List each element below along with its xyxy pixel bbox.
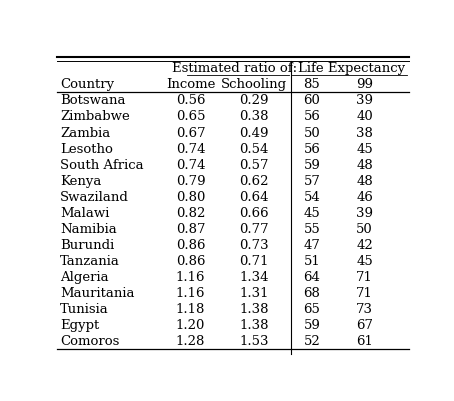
Text: Egypt: Egypt — [60, 318, 99, 332]
Text: 60: 60 — [303, 94, 320, 107]
Text: 1.53: 1.53 — [239, 334, 268, 348]
Text: Tunisia: Tunisia — [60, 302, 109, 316]
Text: 67: 67 — [356, 318, 373, 332]
Text: Kenya: Kenya — [60, 174, 102, 187]
Text: 40: 40 — [356, 110, 373, 123]
Text: 0.62: 0.62 — [239, 174, 268, 187]
Text: 71: 71 — [356, 286, 373, 300]
Text: 0.64: 0.64 — [239, 190, 268, 203]
Text: 99: 99 — [356, 78, 373, 91]
Text: 1.20: 1.20 — [176, 318, 205, 332]
Text: Namibia: Namibia — [60, 222, 117, 235]
Text: 52: 52 — [303, 334, 320, 348]
Text: Swaziland: Swaziland — [60, 190, 129, 203]
Text: Income: Income — [166, 78, 215, 91]
Text: Country: Country — [60, 78, 114, 91]
Text: 56: 56 — [303, 142, 320, 155]
Text: 45: 45 — [356, 254, 373, 267]
Text: 68: 68 — [303, 286, 320, 300]
Text: 0.87: 0.87 — [176, 222, 205, 235]
Text: 0.38: 0.38 — [239, 110, 268, 123]
Text: Zimbabwe: Zimbabwe — [60, 110, 130, 123]
Text: Mauritania: Mauritania — [60, 286, 135, 300]
Text: Life Expectancy: Life Expectancy — [298, 62, 405, 75]
Text: 45: 45 — [303, 207, 320, 219]
Text: 42: 42 — [356, 238, 373, 251]
Text: 56: 56 — [303, 110, 320, 123]
Text: 0.57: 0.57 — [239, 158, 268, 171]
Text: 0.54: 0.54 — [239, 142, 268, 155]
Text: 61: 61 — [356, 334, 373, 348]
Text: 0.56: 0.56 — [176, 94, 205, 107]
Text: 0.77: 0.77 — [239, 222, 269, 235]
Text: 1.16: 1.16 — [176, 286, 205, 300]
Text: Comoros: Comoros — [60, 334, 120, 348]
Text: 38: 38 — [356, 126, 373, 139]
Text: Lesotho: Lesotho — [60, 142, 113, 155]
Text: Zambia: Zambia — [60, 126, 110, 139]
Text: 64: 64 — [303, 270, 320, 284]
Text: 0.74: 0.74 — [176, 142, 205, 155]
Text: 1.16: 1.16 — [176, 270, 205, 284]
Text: Malawi: Malawi — [60, 207, 110, 219]
Text: 50: 50 — [303, 126, 320, 139]
Text: 55: 55 — [303, 222, 320, 235]
Text: 47: 47 — [303, 238, 320, 251]
Text: Botswana: Botswana — [60, 94, 126, 107]
Text: 48: 48 — [356, 158, 373, 171]
Text: 51: 51 — [303, 254, 320, 267]
Text: 73: 73 — [356, 302, 373, 316]
Text: 1.28: 1.28 — [176, 334, 205, 348]
Text: Burundi: Burundi — [60, 238, 114, 251]
Text: 0.65: 0.65 — [176, 110, 205, 123]
Text: 0.73: 0.73 — [239, 238, 269, 251]
Text: 71: 71 — [356, 270, 373, 284]
Text: 54: 54 — [303, 190, 320, 203]
Text: 59: 59 — [303, 158, 320, 171]
Text: 0.86: 0.86 — [176, 254, 205, 267]
Text: 1.31: 1.31 — [239, 286, 268, 300]
Text: 0.71: 0.71 — [239, 254, 268, 267]
Text: 85: 85 — [303, 78, 320, 91]
Text: Tanzania: Tanzania — [60, 254, 120, 267]
Text: 1.38: 1.38 — [239, 302, 268, 316]
Text: 0.66: 0.66 — [239, 207, 269, 219]
Text: 0.29: 0.29 — [239, 94, 268, 107]
Text: 0.79: 0.79 — [176, 174, 205, 187]
Text: Schooling: Schooling — [221, 78, 287, 91]
Text: 46: 46 — [356, 190, 373, 203]
Text: 65: 65 — [303, 302, 320, 316]
Text: 0.82: 0.82 — [176, 207, 205, 219]
Text: 48: 48 — [356, 174, 373, 187]
Text: 1.34: 1.34 — [239, 270, 268, 284]
Text: 50: 50 — [356, 222, 373, 235]
Text: South Africa: South Africa — [60, 158, 144, 171]
Text: 59: 59 — [303, 318, 320, 332]
Text: 39: 39 — [356, 94, 373, 107]
Text: 0.86: 0.86 — [176, 238, 205, 251]
Text: 0.67: 0.67 — [176, 126, 205, 139]
Text: Algeria: Algeria — [60, 270, 109, 284]
Text: 1.18: 1.18 — [176, 302, 205, 316]
Text: 57: 57 — [303, 174, 320, 187]
Text: 0.74: 0.74 — [176, 158, 205, 171]
Text: 0.80: 0.80 — [176, 190, 205, 203]
Text: 0.49: 0.49 — [239, 126, 268, 139]
Text: 1.38: 1.38 — [239, 318, 268, 332]
Text: Estimated ratio of:: Estimated ratio of: — [172, 62, 297, 75]
Text: 39: 39 — [356, 207, 373, 219]
Text: 45: 45 — [356, 142, 373, 155]
